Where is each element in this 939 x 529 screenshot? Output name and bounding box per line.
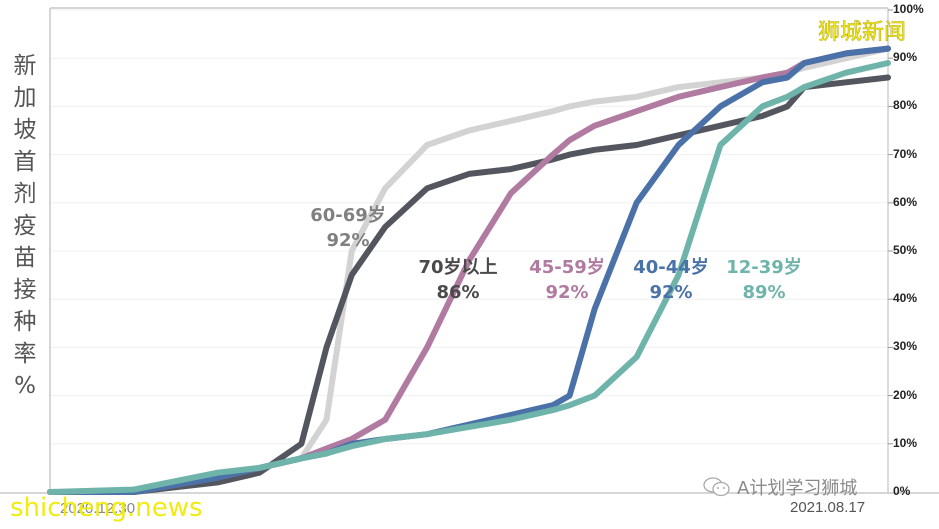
y-label-char: 加 — [13, 85, 37, 111]
series-line-70岁以上 — [47, 74, 891, 495]
series-line-12-39岁 — [47, 60, 891, 495]
y-label-char: 新 — [13, 53, 37, 79]
y-label-char: 剂 — [13, 181, 37, 207]
y-tick-label: 10% — [893, 435, 918, 450]
label-12-39-name: 12-39岁 — [726, 257, 802, 278]
y-label-char: 种 — [13, 309, 37, 335]
y-tick-label: 60% — [893, 194, 918, 209]
label-70-plus-name: 70岁以上 — [418, 257, 498, 278]
y-label-char: 接 — [13, 277, 37, 303]
label-60-69-name: 60-69岁 — [310, 205, 386, 226]
y-label-char: 率 — [13, 341, 37, 367]
y-tick-label: 80% — [893, 98, 918, 113]
watermark-top: 狮城新闻 — [818, 20, 907, 46]
y-tick-label: 20% — [893, 387, 918, 402]
watermark-bottom: shicheng.news — [10, 493, 203, 523]
y-label-char: 疫 — [13, 213, 37, 239]
wechat-text: A计划学习狮城 — [737, 478, 858, 499]
label-12-39-value: 89% — [742, 282, 786, 303]
y-tick-label: 40% — [893, 291, 918, 306]
date-end: 2021.08.17 — [790, 499, 866, 516]
label-60-69: 60-69岁 92% — [308, 203, 388, 253]
y-tick-label: 90% — [893, 50, 918, 65]
y-tick-label: 0% — [893, 484, 911, 498]
y-label-char: % — [14, 373, 36, 399]
date-start: 2020.12.30 — [60, 500, 136, 517]
y-label-char: 坡 — [13, 117, 37, 143]
y-tick-label: 50% — [893, 243, 918, 257]
label-60-69-value: 92% — [326, 230, 370, 251]
label-40-44: 40-44岁 92% — [626, 255, 716, 305]
wechat-watermark: A计划学习狮城 — [703, 474, 857, 500]
y-tick-label: 70% — [893, 146, 918, 161]
wechat-icon — [703, 477, 730, 497]
label-45-59-name: 45-59岁 — [529, 257, 605, 278]
y-axis-label: 新加坡首剂疫苗接种率% — [10, 50, 40, 402]
label-40-44-name: 40-44岁 — [633, 257, 709, 278]
y-label-char: 苗 — [13, 245, 37, 271]
label-40-44-value: 92% — [649, 282, 693, 303]
y-tick-label: 30% — [893, 339, 918, 354]
label-45-59-value: 92% — [545, 282, 589, 303]
label-70-plus: 70岁以上 86% — [408, 255, 508, 305]
gridlines — [50, 9, 888, 445]
y-tick-label: 100% — [893, 2, 924, 16]
label-70-plus-value: 86% — [436, 282, 480, 303]
label-45-59: 45-59岁 92% — [522, 255, 612, 305]
y-label-char: 首 — [13, 149, 37, 175]
label-12-39: 12-39岁 89% — [718, 255, 810, 305]
